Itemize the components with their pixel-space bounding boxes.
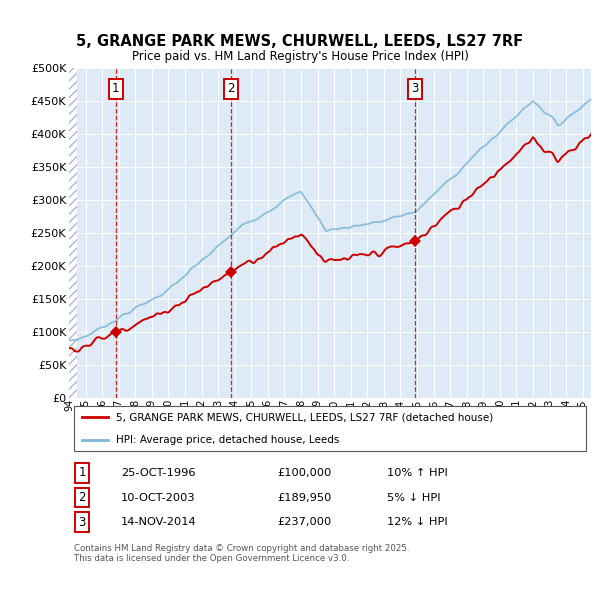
Text: 12% ↓ HPI: 12% ↓ HPI xyxy=(388,517,448,527)
Text: 5, GRANGE PARK MEWS, CHURWELL, LEEDS, LS27 7RF (detached house): 5, GRANGE PARK MEWS, CHURWELL, LEEDS, LS… xyxy=(116,412,493,422)
Text: 2: 2 xyxy=(227,83,235,96)
FancyBboxPatch shape xyxy=(74,406,586,451)
Text: HPI: Average price, detached house, Leeds: HPI: Average price, detached house, Leed… xyxy=(116,435,340,444)
Text: 1: 1 xyxy=(78,466,86,479)
Text: 10-OCT-2003: 10-OCT-2003 xyxy=(121,493,196,503)
Text: £189,950: £189,950 xyxy=(278,493,332,503)
Text: 25-OCT-1996: 25-OCT-1996 xyxy=(121,468,196,478)
Text: Contains HM Land Registry data © Crown copyright and database right 2025.
This d: Contains HM Land Registry data © Crown c… xyxy=(74,544,410,563)
Text: £100,000: £100,000 xyxy=(278,468,332,478)
Text: 2: 2 xyxy=(78,491,86,504)
Text: 5, GRANGE PARK MEWS, CHURWELL, LEEDS, LS27 7RF: 5, GRANGE PARK MEWS, CHURWELL, LEEDS, LS… xyxy=(76,34,524,49)
Text: 14-NOV-2014: 14-NOV-2014 xyxy=(121,517,197,527)
Text: 3: 3 xyxy=(79,516,86,529)
Text: 1: 1 xyxy=(112,83,119,96)
Text: 3: 3 xyxy=(411,83,419,96)
Text: 10% ↑ HPI: 10% ↑ HPI xyxy=(388,468,448,478)
Text: £237,000: £237,000 xyxy=(278,517,332,527)
Text: Price paid vs. HM Land Registry's House Price Index (HPI): Price paid vs. HM Land Registry's House … xyxy=(131,50,469,63)
Text: 5% ↓ HPI: 5% ↓ HPI xyxy=(388,493,441,503)
